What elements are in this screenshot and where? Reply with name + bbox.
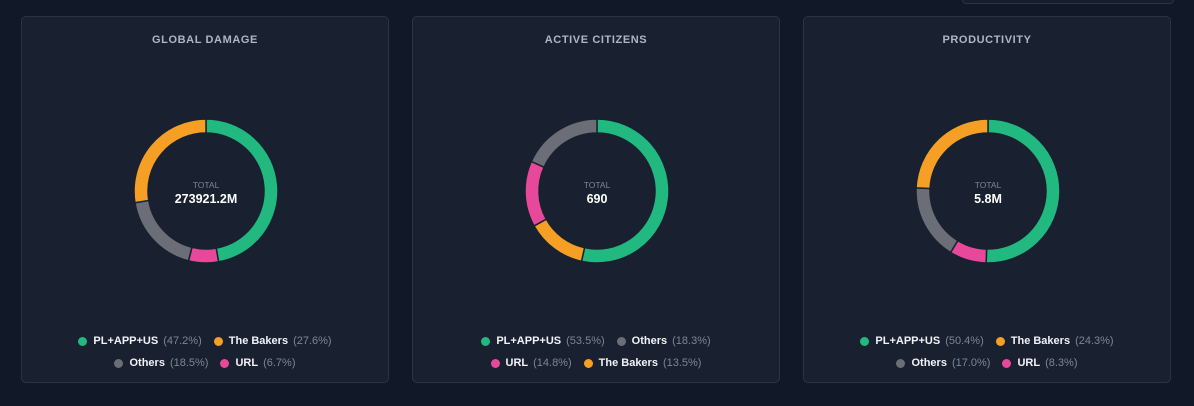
slice-pl-app-us[interactable] — [580, 118, 670, 264]
slice-url[interactable] — [524, 160, 548, 227]
slice-pl-app-us[interactable] — [205, 118, 279, 263]
legend-label: The Bakers — [228, 335, 289, 347]
legend-item-url[interactable]: URL (6.7%) — [220, 357, 296, 370]
legend-item-the-bakers[interactable]: The Bakers (13.5%) — [583, 357, 702, 370]
legend-item-url[interactable]: URL (14.8%) — [490, 357, 572, 370]
donut-chart: TOTAL 5.8M — [915, 118, 1061, 264]
legend-percent: (8.3%) — [1045, 357, 1078, 369]
legend-percent: (17.0%) — [951, 357, 991, 369]
legend-label: PL+APP+US — [496, 335, 562, 347]
legend-dot-icon — [78, 337, 88, 346]
legend-item-pl-app-us[interactable]: PL+APP+US (50.4%) — [860, 335, 984, 348]
top-control-edge[interactable] — [962, 0, 1174, 4]
legend-label: The Bakers — [598, 357, 658, 369]
legend-dot-icon — [481, 337, 491, 346]
slice-url[interactable] — [187, 246, 220, 264]
panel-title: ACTIVE CITIZENS — [544, 34, 648, 46]
legend-label: Others — [631, 335, 668, 347]
legend-dot-icon — [114, 359, 124, 368]
legend-dot-icon — [896, 359, 906, 368]
total-value: 5.8M — [974, 192, 1002, 206]
legend-label: PL+APP+US — [93, 335, 159, 347]
legend-item-pl-app-us[interactable]: PL+APP+US (53.5%) — [481, 335, 605, 348]
legend-dot-icon — [220, 359, 230, 368]
legend-percent: (50.4%) — [945, 335, 984, 347]
legend-label: URL — [1017, 357, 1041, 369]
legend-dot-icon — [995, 337, 1005, 346]
legend-percent: (24.3%) — [1075, 335, 1114, 347]
legend-label: URL — [505, 357, 529, 369]
panel-active-citizens: ACTIVE CITIZENS TOTAL 690 PL+APP+US (53.5%… — [412, 16, 780, 383]
donut-chart: TOTAL 273921.2M — [133, 118, 279, 264]
slice-others[interactable] — [134, 199, 193, 262]
legend-label: URL — [235, 357, 259, 369]
panel-productivity: PRODUCTIVITY TOTAL 5.8M PL+APP+US (50.4%) T… — [803, 16, 1171, 383]
panel-global-damage: GLOBAL DAMAGE TOTAL 273921.2M PL+APP+US (4… — [21, 16, 389, 383]
total-value: 273921.2M — [175, 192, 238, 206]
legend-percent: (27.6%) — [293, 335, 332, 347]
legend-dot-icon — [860, 337, 870, 346]
legend: PL+APP+US (53.5%) Others (18.3%) URL (14.8%) T… — [413, 335, 779, 370]
legend-percent: (13.5%) — [662, 357, 702, 369]
legend-dot-icon — [1002, 359, 1012, 368]
slice-pl-app-us[interactable] — [985, 118, 1061, 264]
legend-percent: (18.5%) — [169, 357, 209, 369]
legend-label: Others — [911, 357, 947, 369]
legend-dot-icon — [213, 337, 223, 346]
legend-dot-icon — [583, 359, 593, 368]
total-label: TOTAL — [975, 180, 1002, 190]
legend-item-others[interactable]: Others (18.5%) — [114, 357, 208, 370]
total-value: 690 — [587, 192, 608, 206]
legend-percent: (6.7%) — [263, 357, 296, 369]
legend-percent: (53.5%) — [566, 335, 605, 347]
slice-the-bakers[interactable] — [533, 218, 586, 263]
legend-item-the-bakers[interactable]: The Bakers (24.3%) — [995, 335, 1114, 348]
legend: PL+APP+US (50.4%) The Bakers (24.3%) Others (… — [804, 335, 1170, 370]
legend-label: The Bakers — [1010, 335, 1071, 347]
legend-item-others[interactable]: Others (18.3%) — [616, 335, 711, 348]
legend-percent: (18.3%) — [672, 335, 711, 347]
slice-others[interactable] — [530, 118, 598, 169]
slice-the-bakers[interactable] — [915, 118, 989, 190]
legend-label: Others — [129, 357, 165, 369]
slice-others[interactable] — [915, 187, 959, 254]
legend-percent: (14.8%) — [533, 357, 572, 369]
panel-title: PRODUCTIVITY — [942, 34, 1032, 46]
donut-chart: TOTAL 690 — [524, 118, 670, 264]
legend: PL+APP+US (47.2%) The Bakers (27.6%) Others (… — [22, 335, 388, 370]
legend-item-pl-app-us[interactable]: PL+APP+US (47.2%) — [78, 335, 202, 348]
legend-dot-icon — [616, 337, 626, 346]
legend-percent: (47.2%) — [163, 335, 202, 347]
legend-item-others[interactable]: Others (17.0%) — [896, 357, 990, 370]
legend-label: PL+APP+US — [875, 335, 941, 347]
total-label: TOTAL — [584, 180, 611, 190]
slice-the-bakers[interactable] — [133, 118, 207, 204]
panel-title: GLOBAL DAMAGE — [152, 34, 258, 46]
legend-item-url[interactable]: URL (8.3%) — [1002, 357, 1078, 370]
legend-dot-icon — [490, 359, 500, 368]
legend-item-the-bakers[interactable]: The Bakers (27.6%) — [213, 335, 332, 348]
total-label: TOTAL — [193, 180, 220, 190]
